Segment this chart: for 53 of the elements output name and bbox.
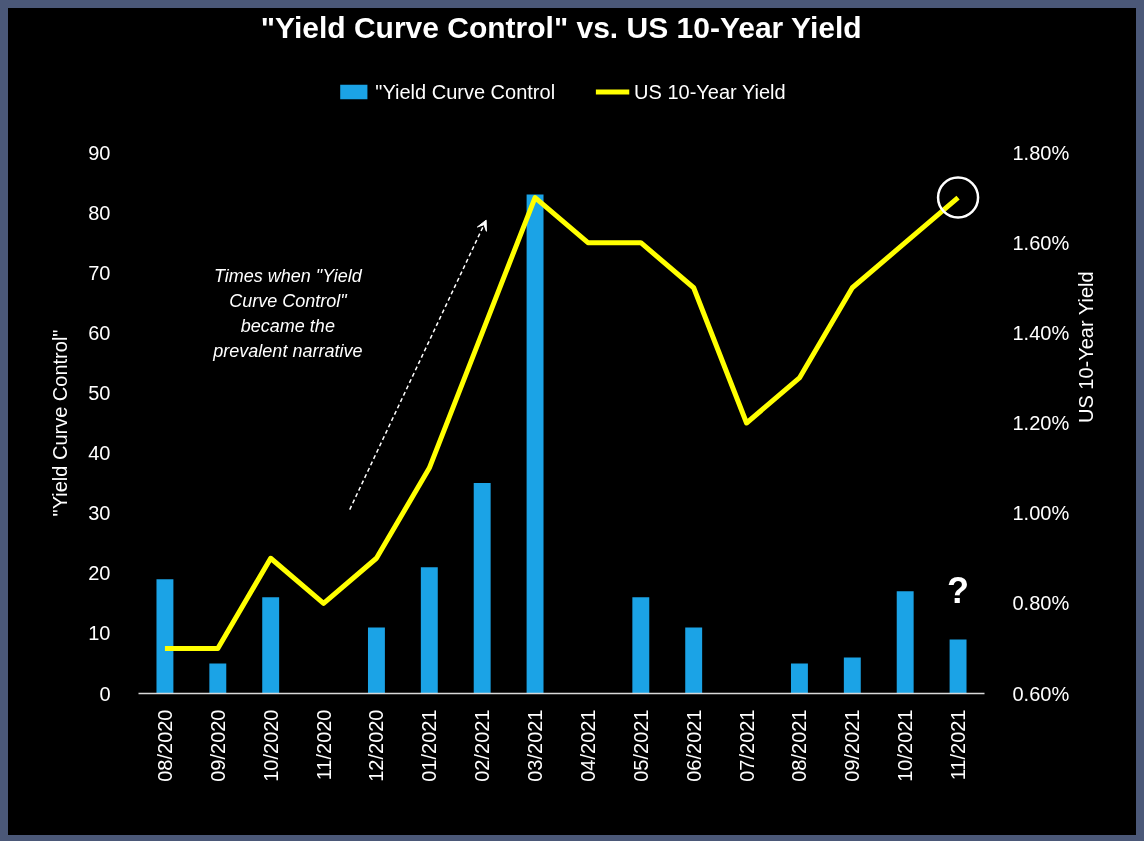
y-tick-label: 0 [99,682,111,705]
bar [209,663,227,694]
x-tick-label: 08/2021 [788,709,811,782]
bar [949,639,967,694]
y-tick-label: 20 [88,562,111,585]
x-tick-label: 06/2021 [682,709,705,782]
y2-tick-label: 1.80% [1012,141,1070,164]
x-tick-label: 03/2021 [524,709,547,782]
y2-tick-label: 0.80% [1012,592,1070,615]
x-tick-label: 10/2020 [259,709,282,782]
y2-axis-title: US 10-Year Yield [1075,271,1098,423]
legend-label: "Yield Curve Control [375,80,556,103]
x-tick-label: 11/2020 [312,709,335,781]
bar [420,567,438,694]
x-tick-label: 10/2021 [894,709,917,782]
y2-tick-label: 1.20% [1012,412,1070,434]
x-tick-label: 09/2020 [206,709,229,782]
x-tick-label: 11/2021 [947,709,970,781]
x-tick-label: 12/2020 [365,709,388,782]
x-tick-label: 01/2021 [418,709,441,782]
y-tick-label: 40 [88,442,111,465]
x-tick-label: 09/2021 [841,709,864,782]
y-tick-label: 80 [88,201,111,224]
y-tick-label: 10 [88,622,111,645]
x-tick-label: 08/2020 [153,709,176,782]
bar [526,194,544,694]
y2-tick-label: 0.60% [1012,682,1070,705]
x-tick-label: 04/2021 [576,709,599,782]
bar [896,591,914,694]
x-tick-label: 07/2021 [735,709,758,782]
bar [156,579,174,694]
y-tick-label: 90 [88,141,111,164]
x-tick-label: 05/2021 [629,709,652,782]
chart-title: "Yield Curve Control" vs. US 10-Year Yield [260,10,862,44]
y-axis-title: "Yield Curve Control" [49,329,72,517]
annotation: ? [947,570,970,612]
legend-label: US 10-Year Yield [634,80,786,103]
bar [843,657,861,694]
x-tick-label: 02/2021 [471,709,494,782]
y2-tick-label: 1.60% [1012,231,1070,254]
y2-tick-label: 1.00% [1012,502,1070,525]
y-tick-label: 50 [88,381,111,404]
y-tick-label: 60 [88,321,111,344]
bar [473,483,491,694]
y-tick-label: 70 [88,261,111,284]
bar [632,597,650,694]
bar [790,663,808,694]
y2-tick-label: 1.40% [1012,321,1070,344]
bar [262,597,280,694]
bar [685,627,703,694]
bar [367,627,385,694]
y-tick-label: 30 [88,502,111,525]
annotation: Times when "Yield Curve Control" became the prevalent narrative [212,266,363,362]
